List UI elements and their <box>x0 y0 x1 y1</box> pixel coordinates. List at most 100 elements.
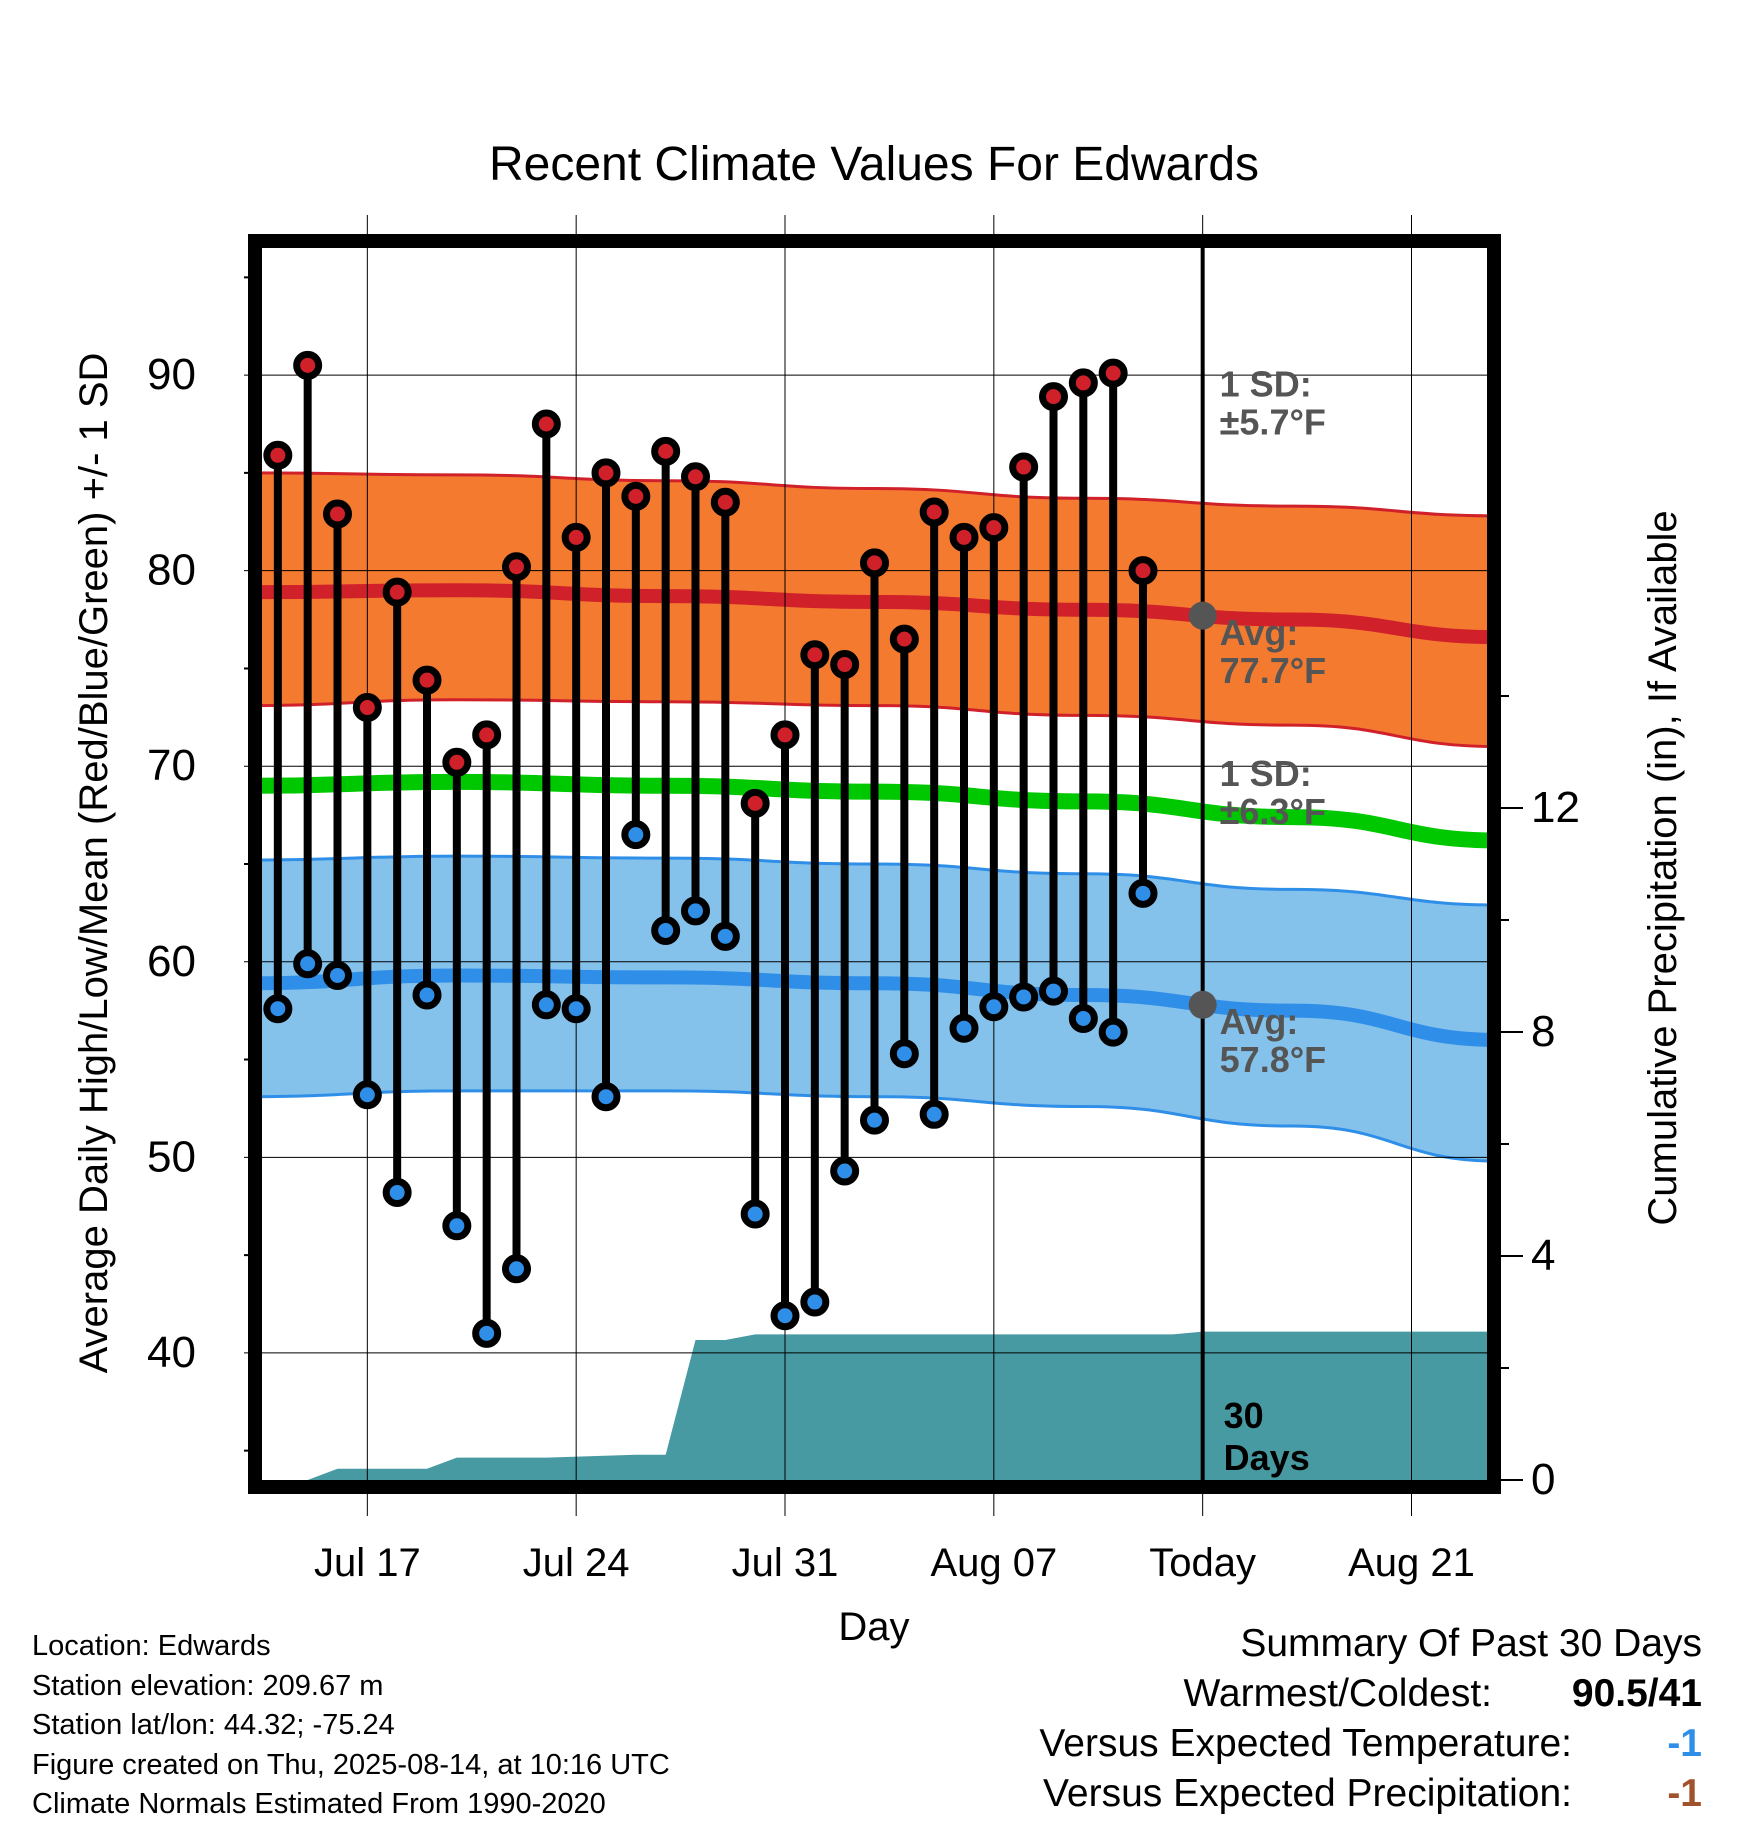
high-point <box>979 513 1009 543</box>
y-right-tick-label: 8 <box>1531 1007 1555 1056</box>
y-right-tick-label: 0 <box>1531 1455 1555 1504</box>
window-label-unit: Days <box>1224 1437 1310 1478</box>
high-point <box>442 747 472 777</box>
y-left-tick-label: 60 <box>147 937 196 986</box>
summary-heading: Summary Of Past 30 Days <box>1240 1622 1702 1665</box>
low-avg-value: 57.8°F <box>1220 1039 1326 1080</box>
high-avg-value: 77.7°F <box>1220 650 1326 691</box>
low-avg-label: Avg: <box>1220 1001 1299 1042</box>
temp-vs-expected-label: Versus Expected Temperature: <box>1039 1722 1572 1765</box>
high-point <box>889 624 919 654</box>
low-point <box>1068 1003 1098 1033</box>
y-left-tick-label: 90 <box>147 350 196 399</box>
warm-cold-label: Warmest/Coldest: <box>1183 1672 1492 1715</box>
high-point <box>352 693 382 723</box>
station-info: Location: Edwards Station elevation: 209… <box>32 1627 670 1825</box>
x-tick-label: Aug 07 <box>930 1541 1057 1585</box>
high-point <box>710 487 740 517</box>
high-point <box>293 350 323 380</box>
high-point <box>830 650 860 680</box>
precip-area <box>248 1331 1501 1480</box>
low-point <box>621 820 651 850</box>
low-point <box>979 992 1009 1022</box>
y-right-tick-label: 12 <box>1531 783 1580 832</box>
low-point <box>531 990 561 1020</box>
low-point <box>293 949 323 979</box>
y-left-tick-label: 50 <box>147 1132 196 1181</box>
high-point <box>860 548 889 578</box>
low-point <box>1039 976 1068 1006</box>
low-point <box>502 1254 531 1284</box>
y-left-tick-label: 80 <box>147 546 196 595</box>
chart-title: Recent Climate Values For Edwards <box>489 138 1259 191</box>
low-point <box>740 1199 770 1229</box>
high-point <box>1128 556 1158 586</box>
low-point <box>860 1105 889 1135</box>
precip-vs-expected-value: -1 <box>1667 1772 1702 1815</box>
low-point <box>412 980 442 1010</box>
created-text: Figure created on Thu, 2025-08-14, at 10… <box>32 1748 670 1781</box>
low-point <box>382 1178 412 1208</box>
temp-vs-expected-value: -1 <box>1667 1722 1702 1765</box>
x-tick-label: Jul 31 <box>732 1541 839 1585</box>
low-point <box>889 1039 919 1069</box>
high-point <box>770 720 800 750</box>
high-point <box>591 458 621 488</box>
low-point <box>323 960 352 990</box>
y-left-tick-label: 70 <box>147 741 196 790</box>
high-point <box>621 481 651 511</box>
latlon-text: Station lat/lon: 44.32; -75.24 <box>32 1709 395 1741</box>
high-point <box>561 522 591 552</box>
low-sd-label: 1 SD: <box>1220 753 1312 794</box>
warm-cold-value: 90.5/41 <box>1571 1672 1702 1715</box>
high-point <box>263 440 293 470</box>
low-point <box>770 1301 800 1331</box>
low-point <box>442 1211 472 1241</box>
low-point <box>263 994 293 1024</box>
x-tick-label: Today <box>1149 1541 1256 1585</box>
x-tick-label: Jul 17 <box>314 1541 421 1585</box>
low-point <box>472 1318 502 1348</box>
precip-vs-expected-label: Versus Expected Precipitation: <box>1043 1772 1572 1815</box>
low-point <box>1009 982 1039 1012</box>
high-point <box>502 552 531 582</box>
high-point <box>1068 368 1098 398</box>
high-point <box>949 522 979 552</box>
low-point <box>591 1082 621 1112</box>
high-point <box>681 462 710 492</box>
high-point <box>472 720 502 750</box>
high-point <box>1009 452 1039 482</box>
normals-text: Climate Normals Estimated From 1990-2020 <box>32 1788 606 1820</box>
high-sd-label: 1 SD: <box>1220 364 1312 405</box>
elevation-text: Station elevation: 209.67 m <box>32 1669 384 1702</box>
high-sd-value: ±5.7°F <box>1220 402 1326 443</box>
high-point <box>412 665 442 695</box>
high-point <box>919 497 949 527</box>
low-point <box>949 1013 979 1043</box>
y-left-axis-title: Average Daily High/Low/Mean (Red/Blue/Gr… <box>72 353 116 1374</box>
low-point <box>352 1080 382 1110</box>
low-point <box>919 1099 949 1129</box>
high-point <box>531 409 561 439</box>
low-point <box>800 1287 830 1317</box>
y-right-axis-title: Cumulative Precipitation (in), If Availa… <box>1641 510 1685 1225</box>
high-point <box>1098 358 1128 388</box>
low-point <box>1128 878 1158 908</box>
high-avg-label: Avg: <box>1220 612 1299 653</box>
high-upper-line <box>248 471 1501 518</box>
low-point <box>651 915 681 945</box>
location-text: Location: Edwards <box>32 1630 271 1662</box>
today-high-normal-marker <box>1188 601 1217 630</box>
low-point <box>561 994 591 1024</box>
summary-panel: Summary Of Past 30 Days Warmest/Coldest:… <box>900 1622 1702 1822</box>
y-left-tick-label: 40 <box>147 1328 196 1377</box>
y-right-tick-label: 4 <box>1531 1231 1555 1280</box>
low-point <box>830 1156 860 1186</box>
high-point <box>1039 382 1068 412</box>
high-point <box>740 788 770 818</box>
window-label-number: 30 <box>1224 1395 1264 1436</box>
x-tick-label: Aug 21 <box>1348 1541 1475 1585</box>
low-point <box>710 921 740 951</box>
high-point <box>800 640 830 670</box>
